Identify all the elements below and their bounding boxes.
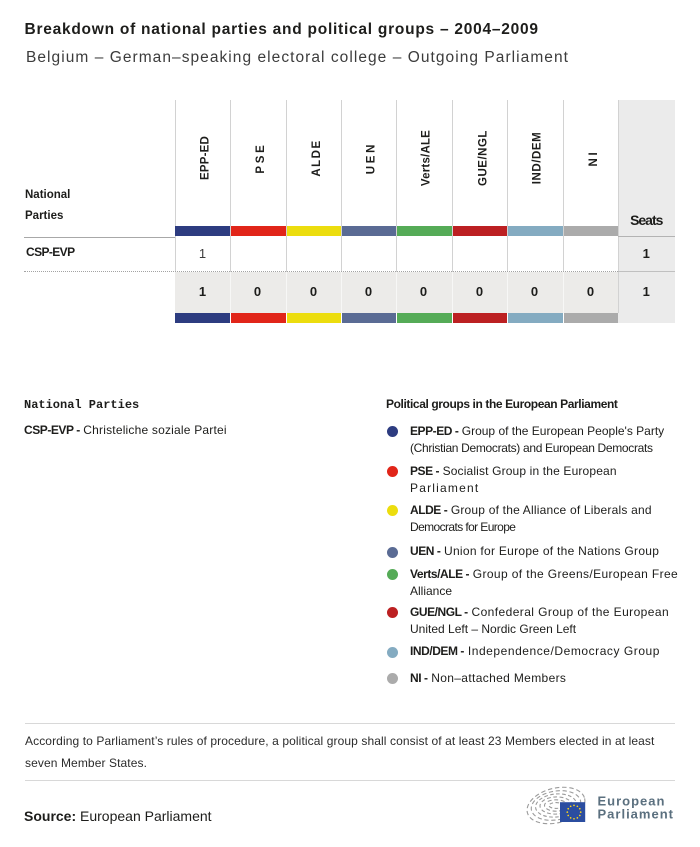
svg-text:European: European xyxy=(598,794,666,809)
svg-text:Parliament: Parliament xyxy=(598,807,674,822)
